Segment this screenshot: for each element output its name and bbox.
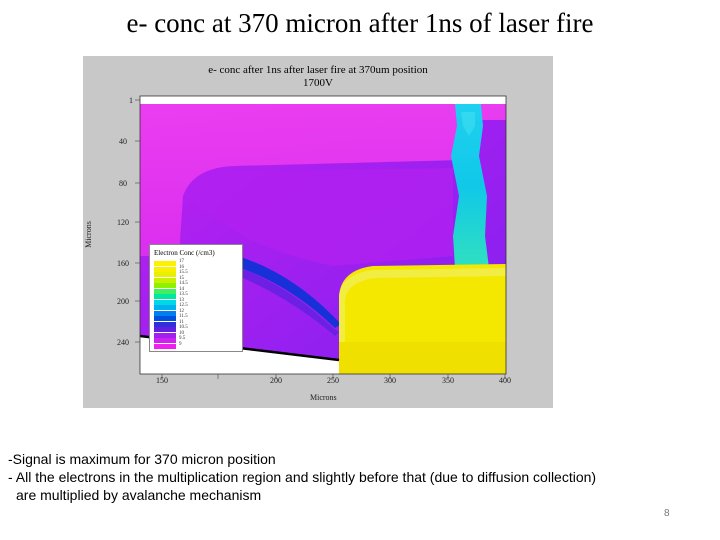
legend-label: 14 <box>179 286 184 292</box>
legend-entry: 15.5 <box>154 270 240 277</box>
y-tick-label: 40 <box>119 137 127 146</box>
legend-swatch <box>154 310 176 316</box>
legend-entry: 11.5 <box>154 314 240 321</box>
legend-title: Electron Conc (/cm3) <box>154 249 215 257</box>
legend-entry: 16 <box>154 264 240 272</box>
color-legend: Electron Conc (/cm3) 17 16 15.5 15 14.5 14 13.… <box>149 244 243 352</box>
legend-entry: 10 <box>154 330 240 338</box>
plot-subtitle: 1700V <box>303 77 333 89</box>
legend-entry: 13.5 <box>154 292 240 299</box>
legend-swatch <box>154 332 176 338</box>
x-tick-label: 350 <box>442 376 454 385</box>
legend-entry: 15 <box>154 275 240 283</box>
legend-swatch <box>154 321 176 327</box>
legend-label: 13 <box>179 297 184 303</box>
contour-plot-area <box>135 95 507 379</box>
legend-swatch <box>154 261 176 266</box>
legend-entry: 10.5 <box>154 325 240 332</box>
legend-label: 10 <box>179 330 184 336</box>
legend-label: 11.5 <box>179 314 188 319</box>
y-tick-label: 120 <box>117 218 129 227</box>
legend-entry: 17 <box>154 259 240 266</box>
legend-label: 13.5 <box>179 292 188 297</box>
simulation-plot: e- conc after 1ns after laser fire at 37… <box>83 56 553 408</box>
legend-entry: 12.5 <box>154 303 240 310</box>
legend-label: 17 <box>179 259 184 264</box>
x-tick-label: 200 <box>270 376 282 385</box>
x-tick-label: 250 <box>327 376 339 385</box>
legend-swatch <box>154 266 176 272</box>
legend-swatch <box>154 327 176 332</box>
legend-label: 14.5 <box>179 281 188 286</box>
legend-label: 15.5 <box>179 270 188 275</box>
x-tick-label: 400 <box>499 376 511 385</box>
legend-swatch <box>154 305 176 310</box>
page-number: 8 <box>664 508 670 519</box>
legend-swatch <box>154 277 176 283</box>
x-tick-label: 150 <box>156 376 168 385</box>
legend-label: 12 <box>179 308 184 314</box>
y-tick-label: 240 <box>117 338 129 347</box>
legend-label: 11 <box>179 319 184 325</box>
y-tick-label: 200 <box>117 297 129 306</box>
y-tick-label: 80 <box>119 179 127 188</box>
x-axis-label: Microns <box>310 393 337 402</box>
legend-entry: 13 <box>154 297 240 305</box>
legend-swatch <box>154 343 176 349</box>
slide-title: e- conc at 370 micron after 1ns of laser… <box>126 8 594 38</box>
legend-label: 16 <box>179 264 184 270</box>
legend-swatch <box>154 316 176 321</box>
legend-entry: 14 <box>154 286 240 294</box>
note-line: -Signal is maximum for 370 micron positi… <box>8 451 276 467</box>
note-line: - All the electrons in the multiplicatio… <box>8 469 597 485</box>
y-tick-label: 1 <box>129 96 133 105</box>
legend-label: 12.5 <box>179 303 188 308</box>
legend-label: 9.5 <box>179 336 186 341</box>
legend-entry: 9 <box>154 341 240 349</box>
legend-swatch <box>154 299 176 305</box>
y-tick-label: 160 <box>117 259 129 268</box>
legend-label: 9 <box>179 341 182 347</box>
slide-notes: -Signal is maximum for 370 micron positi… <box>8 450 720 504</box>
legend-entry: 12 <box>154 308 240 316</box>
plot-title: e- conc after 1ns after laser fire at 37… <box>208 64 428 76</box>
note-line: are multiplied by avalanche mechanism <box>16 487 262 503</box>
legend-swatch <box>154 288 176 294</box>
legend-entry: 14.5 <box>154 281 240 288</box>
legend-entry: 11 <box>154 319 240 327</box>
x-tick-label: 300 <box>384 376 396 385</box>
legend-swatch <box>154 283 176 288</box>
legend-swatch <box>154 294 176 299</box>
legend-entry: 9.5 <box>154 336 240 343</box>
legend-label: 15 <box>179 275 184 281</box>
legend-swatch <box>154 272 176 277</box>
y-axis-label: Microns <box>83 221 93 248</box>
legend-swatch <box>154 338 176 343</box>
legend-label: 10.5 <box>179 325 188 330</box>
